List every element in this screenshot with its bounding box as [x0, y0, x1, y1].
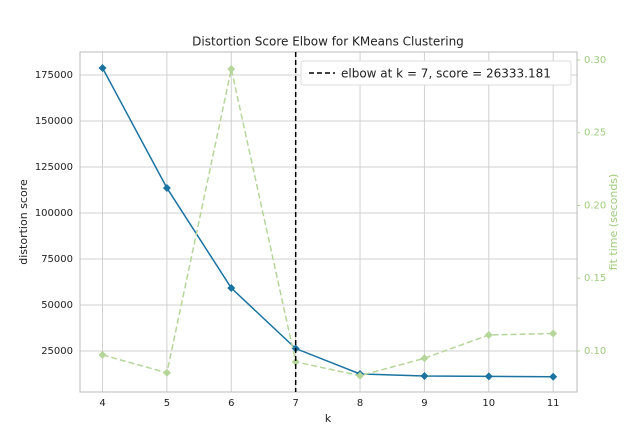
data-point	[549, 372, 558, 381]
x-axis-label: k	[325, 412, 332, 425]
series-line	[101, 67, 554, 378]
legend-label: elbow at k = 7, score = 26333.181	[341, 67, 551, 81]
x-tick-label: 7	[292, 398, 298, 409]
x-tick-label: 8	[357, 398, 363, 409]
series-line	[102, 68, 554, 377]
y2-tick-label: 0.25	[584, 128, 606, 139]
y2-tick-label: 0.20	[584, 200, 606, 211]
data-point	[549, 329, 558, 338]
y-tick-label: 100000	[35, 208, 73, 219]
data-point	[98, 350, 107, 359]
plot-area	[80, 52, 577, 392]
y-tick-label: 75000	[41, 254, 73, 265]
x-tick-label: 4	[99, 398, 105, 409]
x-tick-label: 10	[482, 398, 495, 409]
legend-box	[300, 60, 572, 86]
x-tick-label: 6	[228, 398, 234, 409]
data-point	[162, 368, 171, 377]
x-tick-label: 5	[164, 398, 170, 409]
y-tick-label: 25000	[41, 346, 73, 357]
y-tick-label: 125000	[35, 162, 73, 173]
y-tick-label: 50000	[41, 300, 73, 311]
y2-tick-label: 0.15	[584, 273, 606, 284]
y2-tick-label: 0.30	[584, 55, 606, 66]
data-point	[98, 64, 107, 73]
y-axis-label: distortion score	[17, 179, 30, 265]
data-point	[356, 371, 365, 380]
data-point	[420, 354, 429, 363]
data-point	[162, 183, 171, 192]
data-point	[291, 357, 300, 366]
chart-title: Distortion Score Elbow for KMeans Cluste…	[192, 35, 464, 49]
data-point	[227, 284, 236, 293]
plot-border	[79, 51, 578, 393]
y2-tick-label: 0.10	[584, 346, 606, 357]
y2-axis-label: fit time (seconds)	[607, 174, 620, 271]
data-point	[227, 65, 236, 74]
data-point	[484, 372, 493, 381]
x-tick-label: 11	[547, 398, 560, 409]
y-tick-label: 150000	[35, 116, 73, 127]
y-tick-label: 175000	[35, 70, 73, 81]
data-point	[420, 371, 429, 380]
x-tick-label: 9	[421, 398, 427, 409]
data-point	[484, 330, 493, 339]
